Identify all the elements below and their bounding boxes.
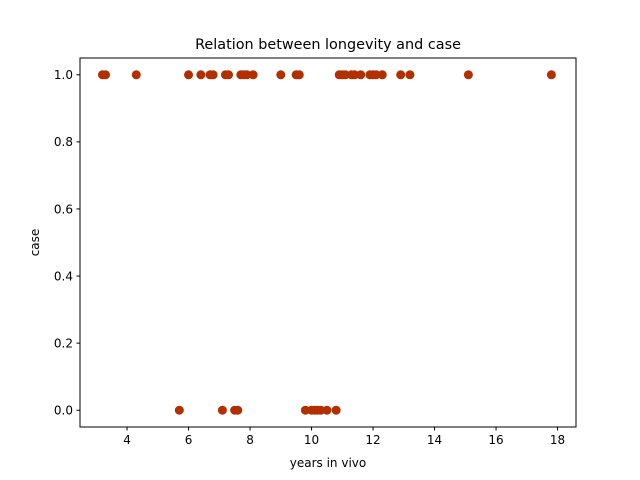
data-point <box>322 405 332 415</box>
chart-title: Relation between longevity and case <box>195 37 461 53</box>
data-point <box>316 405 326 415</box>
data-point <box>294 70 304 80</box>
data-point <box>463 70 473 80</box>
data-point <box>546 70 556 80</box>
data-point <box>196 70 206 80</box>
data-point <box>101 70 111 80</box>
data-point <box>131 70 141 80</box>
data-point <box>276 70 286 80</box>
y-tick-label: 0.6 <box>54 202 73 216</box>
plot-frame <box>79 57 577 428</box>
x-tick-label: 16 <box>488 433 503 447</box>
x-tick-label: 10 <box>304 433 319 447</box>
data-point <box>217 405 227 415</box>
data-points <box>97 70 556 415</box>
data-point <box>371 70 381 80</box>
y-tick-label: 0.0 <box>54 404 73 418</box>
y-axis-label: case <box>28 229 42 257</box>
data-point <box>377 70 387 80</box>
y-tick-label: 0.2 <box>54 336 73 350</box>
x-tick-label: 12 <box>365 433 380 447</box>
data-point <box>405 70 415 80</box>
data-point <box>208 70 218 80</box>
x-tick-label: 14 <box>427 433 442 447</box>
data-point <box>233 405 243 415</box>
y-tick-label: 1.0 <box>54 68 73 82</box>
x-tick-label: 18 <box>550 433 565 447</box>
data-point <box>396 70 406 80</box>
data-point <box>248 70 258 80</box>
x-tick-label: 8 <box>246 433 254 447</box>
data-point <box>300 405 310 415</box>
data-point <box>356 70 366 80</box>
x-axis-label: years in vivo <box>290 456 366 470</box>
data-point <box>242 70 252 80</box>
x-axis-ticks: 4 6 8 10 12 14 16 18 <box>123 427 565 447</box>
data-point <box>331 405 341 415</box>
y-axis-ticks: 0.0 0.2 0.4 0.6 0.8 1.0 <box>54 68 80 418</box>
x-tick-label: 6 <box>185 433 193 447</box>
data-point <box>350 70 360 80</box>
x-tick-label: 4 <box>123 433 131 447</box>
y-tick-label: 0.8 <box>54 135 73 149</box>
y-tick-label: 0.4 <box>54 269 73 283</box>
data-point <box>340 70 350 80</box>
data-point <box>174 405 184 415</box>
data-point <box>184 70 194 80</box>
data-point <box>224 70 234 80</box>
